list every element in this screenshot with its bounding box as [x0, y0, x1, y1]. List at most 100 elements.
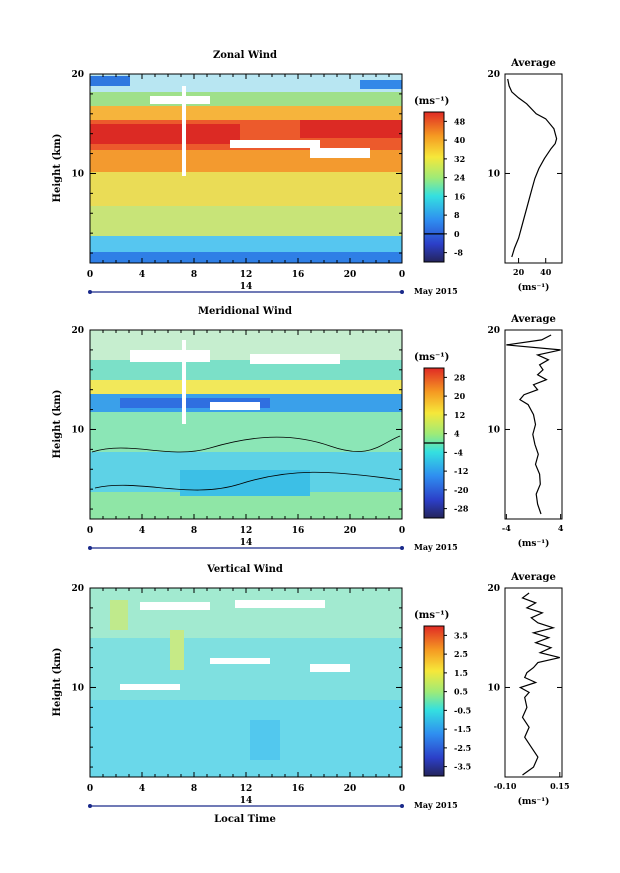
zonal-profile: Average 10 20 20 40 (ms⁻¹): [487, 58, 563, 293]
profile-x-tick-label: 4: [558, 523, 564, 533]
colorbar-tick-label: 32: [454, 154, 465, 164]
x-tick-label: 0: [87, 784, 93, 794]
profile-title: Average: [510, 572, 556, 583]
vertical-wind-panel: Vertical Wind Height (km) 10 20 0 4 8 12 16 20 0…: [52, 564, 570, 825]
meridional-colorbar: (ms⁻¹) 28 20 12 4 -4 -12 -20 -28: [414, 352, 469, 519]
profile-xlabel: (ms⁻¹): [518, 282, 550, 293]
month-label: May 2015: [414, 800, 458, 810]
profile-title: Average: [510, 58, 556, 69]
profile-x-tick-label: 20: [513, 267, 525, 277]
meridional-heatmap: [90, 330, 402, 519]
x-tick-label: 8: [191, 526, 197, 536]
vertical-profile: Average 10 20 -0.10 0.15(ms⁻¹): [487, 572, 569, 807]
colorbar-unit-label: (ms⁻¹): [414, 610, 449, 621]
date-bar-end: [400, 546, 404, 550]
x-tick-label: 12: [240, 270, 253, 280]
profile-y-tick-label: 10: [487, 425, 500, 435]
vertical-axes: 10 20 0 4 8 12 16 20 0 14 May 2015: [71, 584, 457, 810]
vertical-title: Vertical Wind: [206, 564, 283, 575]
y-tick-label: 10: [71, 683, 84, 693]
profile-line: [507, 78, 558, 258]
colorbar-tick-label: -20: [454, 485, 469, 495]
colorbar-tick-label: 0: [454, 229, 460, 239]
meridional-title: Meridional Wind: [198, 306, 292, 317]
profile-y-tick-label: 20: [487, 70, 500, 80]
x-tick-label: 0: [399, 784, 405, 794]
profile-xlabel: (ms⁻¹): [518, 796, 550, 807]
vertical-colorbar: (ms⁻¹) 3.5 2.5 1.5 0.5 -0.5 -1.5 -2.5 -3.5: [414, 610, 471, 777]
date-bar-end: [400, 804, 404, 808]
x-tick-label: 16: [292, 270, 305, 280]
profile-y-tick-label: 10: [487, 169, 500, 179]
colorbar-tick-label: -4: [454, 447, 463, 457]
meridional-profile: Average 10 20 -4 4 (ms⁻¹): [487, 314, 563, 549]
month-label: May 2015: [414, 542, 458, 552]
meridional-axes: 10 20 0 4 8 12 16 20 0 14 May 2015: [71, 326, 457, 552]
colorbar-tick-label: -0.5: [454, 705, 471, 715]
colorbar-tick-label: 0.5: [454, 687, 468, 697]
zonal-colorbar: (ms⁻¹) 48 40 32 24 16 8 0 -8: [414, 96, 466, 263]
profile-line: [506, 334, 561, 515]
profile-x-tick-label: 0.15: [550, 781, 569, 791]
meridional-ylabel: Height (km): [52, 390, 63, 459]
zonal-ylabel: Height (km): [52, 134, 63, 203]
colorbar-tick-label: -2.5: [454, 743, 471, 753]
colorbar-tick-label: -12: [454, 466, 468, 476]
colorbar-tick-label: -1.5: [454, 724, 471, 734]
profile-line: [518, 592, 560, 776]
zonal-heatmap: [90, 74, 402, 263]
colorbar-tick-label: 16: [454, 191, 466, 201]
month-label: May 2015: [414, 286, 458, 296]
colorbar-tick-label: 28: [454, 372, 466, 382]
zonal-axes: 10 20 0 4 8 12 16 20 0 14 May 2015: [71, 70, 457, 296]
colorbar-tick-label: 12: [454, 410, 465, 420]
profile-frame: [504, 73, 563, 264]
profile-x-tick-label: 40: [540, 267, 552, 277]
x-tick-label: 4: [139, 526, 145, 536]
colorbar-gradient: [423, 625, 445, 777]
x-tick-label: 16: [292, 526, 305, 536]
vertical-heatmap: [90, 588, 402, 777]
x-tick-label: 0: [399, 526, 405, 536]
date-bar-end: [400, 290, 404, 294]
colorbar-tick-label: 24: [454, 173, 466, 183]
x-tick-label: 20: [344, 526, 357, 536]
meridional-contour: [91, 435, 401, 491]
vertical-xlabel: Local Time: [214, 814, 276, 825]
profile-y-tick-label: 20: [487, 326, 500, 336]
date-label: 14: [240, 538, 253, 548]
colorbar-unit-label: (ms⁻¹): [414, 96, 449, 107]
x-tick-label: 0: [87, 526, 93, 536]
colorbar-unit-label: (ms⁻¹): [414, 352, 449, 363]
colorbar-gradient: [423, 111, 445, 263]
date-bar-start: [88, 290, 92, 294]
colorbar-tick-label: 40: [454, 135, 466, 145]
x-tick-label: 12: [240, 784, 253, 794]
x-tick-label: 4: [139, 270, 145, 280]
profile-y-tick-label: 10: [487, 683, 500, 693]
x-tick-label: 0: [399, 270, 405, 280]
x-tick-label: 20: [344, 784, 357, 794]
profile-x-tick-label: -0.10: [494, 781, 517, 791]
profile-frame: [504, 587, 563, 778]
vertical-ylabel: Height (km): [52, 648, 63, 717]
date-bar-start: [88, 804, 92, 808]
x-tick-label: 12: [240, 526, 253, 536]
colorbar-tick-label: 3.5: [454, 630, 468, 640]
colorbar-tick-label: 4: [454, 429, 460, 439]
y-tick-label: 20: [71, 70, 84, 80]
profile-frame: [504, 329, 563, 520]
x-tick-label: 4: [139, 784, 145, 794]
zonal-title: Zonal Wind: [213, 50, 277, 61]
x-tick-label: 16: [292, 784, 305, 794]
colorbar-tick-label: -8: [454, 248, 463, 258]
x-tick-label: 8: [191, 784, 197, 794]
profile-xlabel: (ms⁻¹): [518, 538, 550, 549]
date-label: 14: [240, 282, 253, 292]
y-tick-label: 20: [71, 326, 84, 336]
colorbar-tick-label: 2.5: [454, 649, 468, 659]
y-tick-label: 10: [71, 425, 84, 435]
x-tick-label: 0: [87, 270, 93, 280]
y-tick-label: 10: [71, 169, 84, 179]
